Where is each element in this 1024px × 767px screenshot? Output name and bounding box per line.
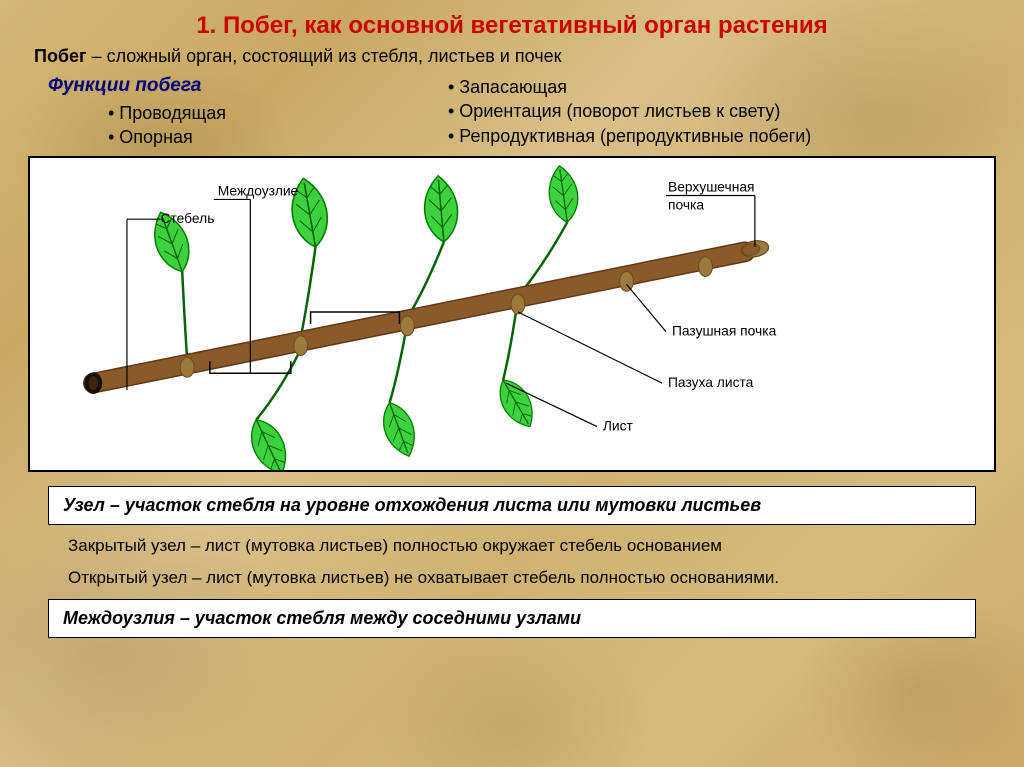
svg-text:Междоузлие: Междоузлие — [218, 182, 299, 198]
slide-content: 1. Побег, как основной вегетативный орга… — [0, 0, 1024, 658]
open-node-definition: Открытый узел – лист (мутовка листьев) н… — [68, 567, 956, 589]
definition-text: – сложный орган, состоящий из стебля, ли… — [87, 46, 562, 66]
svg-text:Верхушечная: Верхушечная — [668, 178, 755, 194]
functions-heading: Функции побега — [48, 75, 418, 97]
shoot-definition: Побег – сложный орган, состоящий из стеб… — [34, 46, 1006, 67]
svg-text:Лист: Лист — [603, 417, 634, 433]
svg-text:Пазуха листа: Пазуха листа — [668, 374, 754, 390]
functions-left-column: Функции побега • Проводящая• Опорная — [18, 75, 418, 150]
function-bullet: • Запасающая — [448, 75, 1006, 99]
functions-right-column: • Запасающая• Ориентация (поворот листье… — [418, 75, 1006, 150]
svg-text:почка: почка — [668, 196, 704, 212]
svg-text:Стебель: Стебель — [161, 210, 215, 226]
page-title: 1. Побег, как основной вегетативный орга… — [18, 12, 1006, 40]
shoot-diagram-frame: МеждоузлиеСтебель Верхушечная почка Пазушна… — [28, 156, 996, 472]
function-bullet: • Репродуктивная (репродуктивные побеги) — [448, 124, 1006, 148]
closed-node-definition: Закрытый узел – лист (мутовка листьев) п… — [68, 535, 956, 557]
node-definition-box: Узел – участок стебля на уровне отхожден… — [48, 486, 976, 525]
definition-term: Побег — [34, 46, 87, 66]
svg-text:Пазушная почка: Пазушная почка — [672, 322, 777, 338]
function-bullet: • Ориентация (поворот листьев к свету) — [448, 99, 1006, 123]
internode-definition-box: Междоузлия – участок стебля между соседн… — [48, 599, 976, 638]
functions-section: Функции побега • Проводящая• Опорная • З… — [18, 75, 1006, 150]
shoot-diagram: МеждоузлиеСтебель Верхушечная почка Пазушна… — [30, 158, 994, 470]
function-bullet: • Опорная — [48, 125, 418, 149]
function-bullet: • Проводящая — [48, 101, 418, 125]
